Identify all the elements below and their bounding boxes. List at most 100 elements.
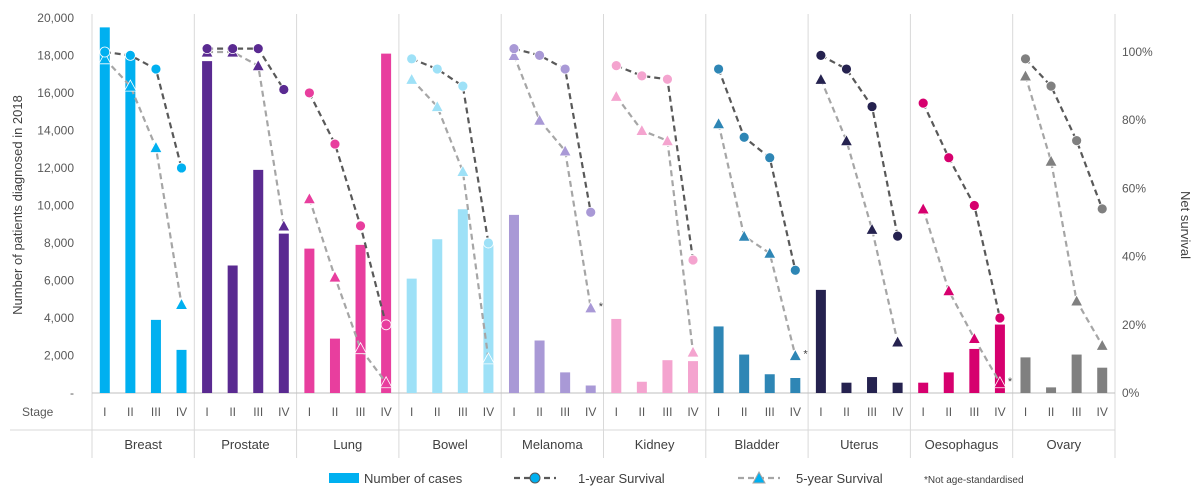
five-year-line-bladder: [717, 123, 797, 356]
y-tick-label: 8,000: [44, 236, 74, 250]
one-year-marker: [252, 43, 264, 54]
stage-tick-label: II: [229, 405, 236, 419]
stage-tick-label: III: [662, 405, 672, 419]
five-year-marker: [174, 297, 189, 310]
y-axis-title: Number of patients diagnosed in 2018: [10, 95, 25, 315]
bar-lung-IV: [381, 53, 392, 393]
stage-tick-label: I: [615, 405, 618, 419]
one-year-marker: [559, 63, 571, 75]
group-label: Bowel: [432, 437, 468, 452]
five-year-line-melanoma: [512, 55, 592, 308]
five-year-marker: [1018, 69, 1033, 82]
bar-uterus-II: [841, 382, 852, 393]
bar-kidney-II: [636, 381, 647, 393]
stage-tick-label: IV: [892, 405, 903, 419]
left-axis: - 2,000 4,000 6,000 8,000 10,000 12,000 14,000 1…: [37, 11, 74, 400]
stage-tick-label: II: [639, 405, 646, 419]
annotations: * * *: [599, 301, 1013, 388]
one-year-marker: [406, 53, 418, 65]
legend-cases-swatch: [329, 473, 359, 483]
one-year-marker: [1045, 80, 1057, 92]
stage-tick-label: I: [512, 405, 515, 419]
stage-tick-label: IV: [278, 405, 289, 419]
group-label: Melanoma: [522, 437, 583, 452]
group-label: Lung: [333, 437, 362, 452]
stage-tick-label: II: [536, 405, 543, 419]
five-year-marker: [814, 72, 828, 85]
five-year-marker: [788, 348, 802, 361]
stage-tick-label: II: [945, 405, 952, 419]
y-tick-label: 16,000: [37, 86, 74, 100]
y-tick-label: 10,000: [37, 199, 74, 213]
y2-tick-label: 100%: [1122, 45, 1153, 59]
one-year-marker: [457, 80, 469, 92]
stage-tick-label: II: [843, 405, 850, 419]
stage-tick-label: II: [741, 405, 748, 419]
five-year-line-lung: [308, 198, 387, 384]
one-year-marker: [917, 97, 929, 109]
five-year-marker: [686, 345, 700, 358]
stage-tick-label: IV: [1097, 405, 1108, 419]
one-year-line-bowel: [411, 57, 490, 244]
stage-tick-label: IV: [687, 405, 698, 419]
bar-prostate-II: [227, 265, 238, 393]
bar-oesophagus-IV: [994, 324, 1005, 393]
one-year-marker: [431, 63, 443, 75]
y2-axis-title: Net survival: [1178, 191, 1193, 259]
stage-label: Stage: [22, 405, 54, 419]
one-year-marker: [610, 60, 622, 72]
one-year-marker: [99, 46, 111, 58]
five-year-marker: [149, 140, 163, 153]
one-year-marker: [636, 70, 648, 82]
one-year-marker: [713, 63, 724, 75]
stage-tick-label: II: [332, 405, 339, 419]
bar-kidney-III: [662, 360, 673, 393]
group-label: Bladder: [735, 437, 780, 452]
five-year-marker: [635, 123, 649, 136]
one-year-marker: [1071, 135, 1083, 147]
five-year-marker: [1095, 338, 1109, 351]
bar-uterus-IV: [892, 382, 903, 393]
one-year-marker: [278, 84, 290, 95]
bar-bladder-II: [739, 354, 750, 393]
bar-bladder-I: [713, 326, 724, 393]
bar-prostate-III: [253, 169, 264, 393]
y2-tick-label: 40%: [1122, 250, 1146, 264]
five-year-marker: [302, 191, 317, 205]
one-year-line-prostate: [207, 47, 285, 91]
five-year-line-bowel: [410, 78, 490, 360]
five-year-marker: [507, 48, 521, 61]
five-year-marker: [737, 229, 751, 242]
five-year-line-oesophagus: [922, 208, 1001, 384]
legend-one-year-label: 1-year Survival: [578, 471, 665, 486]
y2-tick-label: 20%: [1122, 318, 1146, 332]
one-year-marker: [841, 63, 852, 75]
stage-tick-label: IV: [380, 405, 391, 419]
five-year-marker: [328, 270, 342, 283]
one-year-marker: [483, 237, 494, 249]
stage-tick-label: IV: [994, 405, 1005, 419]
bar-uterus-III: [867, 377, 878, 393]
legend: Number of cases 1-year Survival 5-year S…: [329, 470, 1024, 486]
five-year-marker: [942, 283, 956, 297]
one-year-marker: [738, 131, 750, 143]
stage-tick-label: III: [151, 405, 161, 419]
stage-tick-label: I: [410, 405, 413, 419]
five-year-marker: [711, 116, 726, 130]
one-year-marker: [994, 312, 1006, 324]
five-year-marker: [660, 133, 675, 147]
bar-bladder-III: [764, 374, 775, 393]
one-year-marker: [662, 73, 673, 85]
five-year-line-kidney: [615, 95, 695, 353]
bar-kidney-I: [611, 318, 622, 393]
case-bars: [99, 27, 1108, 393]
bar-melanoma-III: [560, 372, 571, 393]
bar-lung-II: [329, 338, 340, 393]
y-tick-label: 4,000: [44, 311, 74, 325]
five-year-line-uterus: [819, 78, 899, 343]
stage-tick-label: II: [1048, 405, 1055, 419]
bar-oesophagus-I: [918, 382, 929, 393]
five-year-marker: [609, 89, 623, 102]
